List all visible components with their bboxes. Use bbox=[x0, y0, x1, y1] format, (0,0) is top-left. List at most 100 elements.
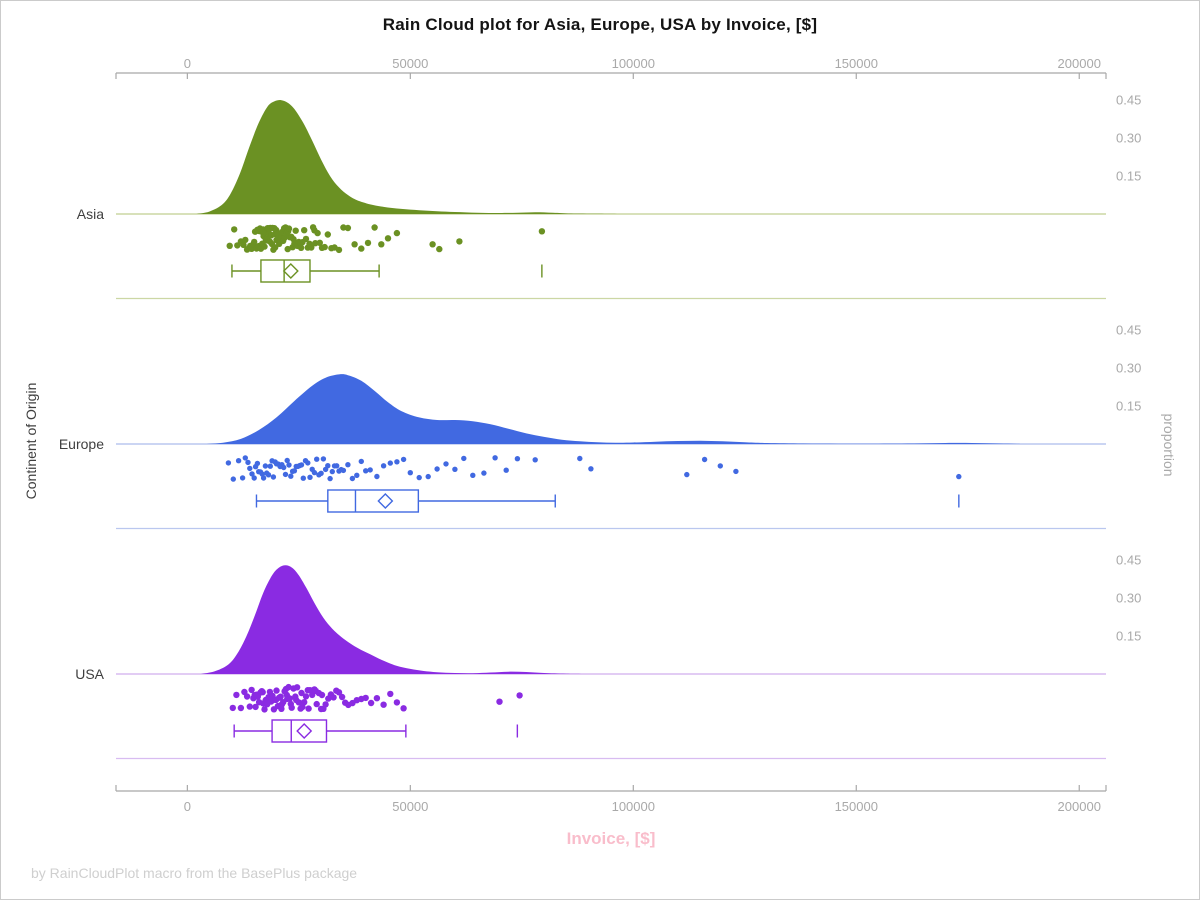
rain-point bbox=[246, 703, 253, 710]
rain-point bbox=[307, 474, 313, 480]
rain-point bbox=[251, 238, 258, 246]
rain-point bbox=[400, 456, 407, 463]
rain-point bbox=[373, 695, 381, 702]
rain-point bbox=[329, 468, 335, 475]
mean-diamond bbox=[377, 493, 394, 509]
box-plot-usa bbox=[233, 719, 519, 743]
rain-point bbox=[225, 460, 232, 466]
rain-point bbox=[245, 459, 251, 466]
rain-point bbox=[285, 225, 293, 232]
rain-point bbox=[363, 468, 369, 474]
rain-point bbox=[322, 701, 329, 708]
rain-point bbox=[248, 686, 255, 694]
density-curve-europe bbox=[205, 374, 1026, 444]
rain-point bbox=[311, 469, 318, 476]
rain-point bbox=[270, 474, 277, 480]
rain-point bbox=[226, 242, 233, 249]
proportion-tick-label: 0.30 bbox=[1116, 360, 1142, 376]
rain-point bbox=[416, 474, 422, 481]
rain-point bbox=[242, 455, 248, 461]
rain-point bbox=[233, 691, 240, 699]
rain-point bbox=[334, 463, 340, 469]
rain-point bbox=[262, 463, 269, 469]
rain-point bbox=[249, 471, 255, 477]
rain-points-europe bbox=[225, 455, 962, 482]
rain-point bbox=[452, 466, 458, 472]
category-label-europe: Europe bbox=[58, 436, 104, 452]
rain-point bbox=[293, 684, 301, 691]
top-axis-tick-label: 50000 bbox=[392, 56, 429, 71]
rain-point bbox=[538, 228, 546, 235]
rain-point bbox=[243, 693, 251, 700]
rain-point bbox=[281, 464, 287, 471]
rain-point bbox=[701, 456, 708, 463]
density-curve-asia bbox=[196, 100, 634, 214]
rain-point bbox=[367, 699, 375, 707]
rain-point bbox=[325, 463, 331, 469]
proportion-tick-label: 0.15 bbox=[1116, 168, 1142, 184]
rain-point bbox=[240, 241, 247, 249]
rain-point bbox=[254, 460, 261, 467]
rain-point bbox=[400, 705, 407, 712]
rain-point bbox=[496, 698, 503, 705]
rain-point bbox=[532, 457, 538, 463]
top-axis-tick-label: 0 bbox=[183, 56, 191, 71]
rain-point bbox=[321, 243, 328, 251]
rain-point bbox=[286, 462, 292, 468]
rain-point bbox=[316, 239, 323, 246]
rain-point bbox=[288, 704, 295, 711]
rain-point bbox=[340, 467, 347, 474]
rain-point bbox=[320, 456, 327, 462]
rain-point bbox=[407, 470, 413, 476]
rain-point bbox=[273, 687, 280, 694]
rain-point bbox=[456, 238, 463, 245]
rain-point bbox=[301, 227, 308, 234]
rain-point bbox=[335, 246, 343, 254]
rain-point bbox=[514, 456, 521, 462]
rain-point bbox=[229, 704, 236, 712]
rain-point bbox=[364, 239, 372, 247]
rain-point bbox=[231, 226, 238, 233]
rain-point bbox=[684, 471, 690, 478]
rain-point bbox=[302, 235, 310, 243]
rain-point bbox=[387, 460, 393, 466]
rain-point bbox=[393, 229, 401, 237]
box-plot-europe bbox=[255, 489, 960, 513]
rain-point bbox=[251, 475, 257, 481]
rain-point bbox=[324, 231, 331, 238]
rain-point bbox=[302, 693, 310, 700]
rain-point bbox=[252, 703, 259, 711]
rain-point bbox=[371, 224, 378, 231]
rain-point bbox=[335, 689, 343, 696]
rain-point bbox=[305, 460, 311, 466]
rain-point bbox=[362, 694, 369, 702]
rain-point bbox=[503, 467, 509, 473]
rain-points-asia bbox=[226, 224, 546, 254]
panel-europe bbox=[116, 374, 1106, 530]
rain-point bbox=[284, 245, 291, 253]
rain-point bbox=[288, 473, 294, 479]
rain-point bbox=[300, 475, 306, 481]
rain-point bbox=[261, 706, 268, 713]
rain-point bbox=[261, 243, 268, 250]
top-axis-tick-label: 150000 bbox=[834, 56, 878, 71]
y-axis-title-right: proportion bbox=[1161, 413, 1177, 477]
rain-point bbox=[277, 693, 284, 700]
proportion-tick-label: 0.30 bbox=[1116, 130, 1142, 146]
bottom-axis-tick-label: 0 bbox=[183, 799, 191, 814]
rain-point bbox=[235, 458, 242, 464]
rain-point bbox=[354, 472, 360, 478]
rain-point bbox=[344, 224, 352, 232]
rain-point bbox=[436, 245, 443, 253]
rain-point bbox=[314, 229, 321, 237]
rain-point bbox=[299, 703, 306, 711]
rain-point bbox=[384, 235, 392, 242]
rain-point bbox=[443, 461, 449, 467]
rain-point bbox=[394, 459, 400, 465]
rain-point bbox=[577, 455, 583, 462]
rain-point bbox=[425, 473, 431, 480]
y-axis-title-left: Continent of Origin bbox=[23, 382, 39, 500]
rain-point bbox=[338, 693, 346, 701]
